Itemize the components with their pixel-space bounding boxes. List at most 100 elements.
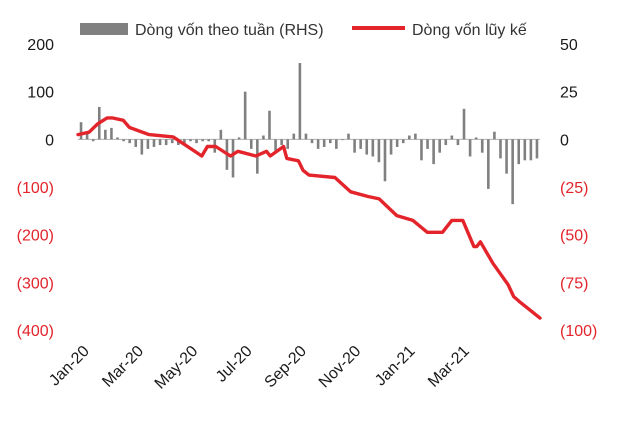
left-tick-label: (400) xyxy=(17,323,54,340)
left-tick-label: 200 xyxy=(27,37,54,54)
weekly-flow-bar xyxy=(122,139,125,142)
weekly-flow-bar xyxy=(128,139,131,144)
x-tick-label: Jan-21 xyxy=(372,343,419,390)
legend-swatch-weekly-flow xyxy=(80,23,128,35)
weekly-flow-bar xyxy=(535,139,539,159)
x-axis: Jan-20 Mar-20 May-20 Jul-20 Sep-20 Nov-20 Jan-… xyxy=(46,343,473,393)
weekly-flow-bar xyxy=(335,139,338,149)
weekly-flow-bar xyxy=(219,129,223,140)
weekly-flow-bar xyxy=(183,139,186,144)
weekly-flow-bar xyxy=(511,139,514,205)
left-tick-label: (200) xyxy=(17,228,54,245)
weekly-flow-bar xyxy=(408,135,411,140)
weekly-flow-bar xyxy=(91,139,95,142)
weekly-flow-bar xyxy=(487,139,490,189)
weekly-flow-bar xyxy=(377,139,381,163)
weekly-flow-bar xyxy=(310,139,314,144)
legend: Dòng vốn theo tuần (RHS) Dòng vốn lũy kế xyxy=(80,22,527,39)
right-tick-label: (75) xyxy=(560,275,588,292)
weekly-flow-bar xyxy=(474,137,478,140)
weekly-flow-bar xyxy=(104,129,107,140)
weekly-flow-bar xyxy=(438,139,441,153)
weekly-flow-bar xyxy=(401,139,405,144)
weekly-flow-bar xyxy=(468,139,472,157)
weekly-flow-bar xyxy=(164,139,168,146)
weekly-flow-bar xyxy=(304,133,308,140)
weekly-flow-bar xyxy=(189,139,192,142)
weekly-flow-bar xyxy=(328,139,332,144)
x-tick-label: May-20 xyxy=(152,343,202,393)
weekly-flow-bar xyxy=(152,139,156,147)
weekly-flow-bar xyxy=(274,139,277,151)
weekly-flow-bar xyxy=(207,139,210,142)
weekly-flow-bar xyxy=(383,139,387,182)
weekly-flow-bar xyxy=(444,139,448,146)
x-tick-label: Nov-20 xyxy=(316,343,365,392)
weekly-flow-bar xyxy=(110,127,113,140)
right-tick-label: (50) xyxy=(560,228,588,245)
weekly-flow-bar xyxy=(359,139,362,149)
weekly-flow-bar xyxy=(85,133,89,140)
weekly-flow-bar xyxy=(347,133,350,140)
x-tick-label: Mar-21 xyxy=(425,343,473,391)
legend-label-weekly-flow: Dòng vốn theo tuần (RHS) xyxy=(135,22,324,39)
weekly-flow-bar xyxy=(432,139,435,165)
right-tick-label: (100) xyxy=(560,323,597,340)
weekly-flow-bar xyxy=(268,110,271,140)
x-tick-label: Jul-20 xyxy=(213,343,256,386)
weekly-flow-bar xyxy=(79,122,83,140)
weekly-flow-bar xyxy=(237,137,241,140)
left-axis: 200 100 0 (100) (200) (300) (400) xyxy=(17,37,54,340)
left-tick-label: (100) xyxy=(17,180,54,197)
weekly-flow-bar xyxy=(505,139,508,174)
weekly-flow-bar xyxy=(371,139,375,157)
weekly-flow-bar xyxy=(262,135,265,140)
weekly-flow-bar xyxy=(316,139,320,149)
weekly-flow-bar xyxy=(456,139,460,146)
weekly-flow-bar xyxy=(353,139,356,153)
left-tick-label: (300) xyxy=(17,275,54,292)
weekly-flow-bar xyxy=(292,133,296,140)
weekly-flow-bar xyxy=(249,139,253,149)
weekly-flow-bar xyxy=(280,139,283,146)
right-axis: 50 25 0 (25) (50) (75) (100) xyxy=(560,37,597,340)
weekly-flow-bar xyxy=(480,139,484,153)
weekly-flow-bar xyxy=(158,139,162,146)
left-tick-label: 0 xyxy=(45,132,54,149)
x-tick-label: Sep-20 xyxy=(262,343,311,392)
weekly-flow-bar xyxy=(298,63,302,140)
weekly-flow-bar xyxy=(140,139,144,155)
weekly-flow-bar xyxy=(243,91,247,140)
weekly-flow-bar xyxy=(420,139,423,161)
weekly-flow-bar xyxy=(499,139,502,159)
weekly-flow-bars xyxy=(79,63,539,205)
weekly-flow-bar xyxy=(365,139,369,155)
weekly-flow-bar xyxy=(529,139,533,161)
weekly-flow-bar xyxy=(134,139,138,147)
right-tick-label: (25) xyxy=(560,180,588,197)
cumulative-flow-path xyxy=(76,116,542,320)
weekly-flow-bar xyxy=(493,131,496,140)
weekly-flow-bar xyxy=(170,139,174,144)
weekly-flow-bar xyxy=(462,108,466,140)
weekly-flow-bar xyxy=(517,139,521,165)
weekly-flow-bar xyxy=(426,139,429,149)
legend-item-weekly-flow: Dòng vốn theo tuần (RHS) xyxy=(80,22,324,39)
weekly-flow-bar xyxy=(201,139,204,142)
weekly-flow-bar xyxy=(395,139,399,147)
weekly-flow-bar xyxy=(322,139,326,147)
weekly-flow-bar xyxy=(414,133,417,140)
weekly-flow-bar xyxy=(523,139,527,161)
left-tick-label: 100 xyxy=(27,85,54,102)
weekly-flow-bar xyxy=(195,139,198,144)
right-tick-label: 25 xyxy=(560,85,578,102)
legend-item-cumulative-flow: Dòng vốn lũy kế xyxy=(352,22,527,39)
weekly-flow-bar xyxy=(231,139,235,178)
weekly-flow-bar xyxy=(116,137,119,140)
right-tick-label: 50 xyxy=(560,37,578,54)
weekly-flow-bar xyxy=(450,135,454,140)
x-tick-label: Jan-20 xyxy=(46,343,93,390)
weekly-flow-bar xyxy=(341,139,344,141)
legend-label-cumulative-flow: Dòng vốn lũy kế xyxy=(412,22,527,39)
